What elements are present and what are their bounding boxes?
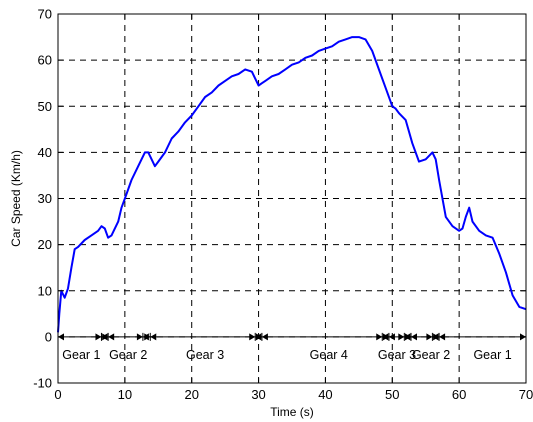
x-tick-label: 20 [184,387,198,402]
y-tick-label: -10 [33,376,52,391]
y-tick-label: 30 [38,191,52,206]
grid-lines [58,14,526,383]
x-tick-label: 60 [452,387,466,402]
y-tick-label: 40 [38,145,52,160]
gear-arrow [439,333,446,341]
gear-arrow [249,333,256,341]
gear-arrow [255,333,262,341]
x-tick-label: 30 [251,387,265,402]
y-tick-label: 70 [38,7,52,22]
gear-arrow [150,333,157,341]
gear-arrow [411,333,418,341]
gear-arrow [405,333,412,341]
x-tick-label: 50 [385,387,399,402]
y-tick-label: 50 [38,99,52,114]
gear-arrow [102,333,109,341]
gear-arrow [144,333,151,341]
gear-arrow [376,333,383,341]
gear-arrow [426,333,433,341]
gear-arrow [136,333,143,341]
y-tick-label: 20 [38,237,52,252]
gear-label: Gear 4 [310,348,348,362]
gear-arrow [398,333,405,341]
x-axis-title: Time (s) [270,405,314,419]
x-tick-label: 70 [519,387,533,402]
gear-label: Gear 2 [109,348,147,362]
gear-arrow [382,333,389,341]
y-tick-label: 60 [38,53,52,68]
gear-arrow [388,333,395,341]
y-tick-label: 10 [38,283,52,298]
speed-series-line [57,36,527,333]
y-tick-label: 0 [45,329,52,344]
gear-label: Gear 3 [186,348,224,362]
x-tick-label: 0 [54,387,61,402]
y-axis-title: Car Speed (Km/h) [9,150,23,247]
gear-label: Gear 1 [62,348,100,362]
gear-label: Gear 1 [473,348,511,362]
x-tick-label: 40 [318,387,332,402]
gear-arrow [433,333,440,341]
gear-label: Gear 2 [412,348,450,362]
gear-arrow [108,333,115,341]
gear-arrow [261,333,268,341]
gear-label: Gear 3 [378,348,416,362]
x-tick-label: 10 [118,387,132,402]
gear-arrow [95,333,102,341]
